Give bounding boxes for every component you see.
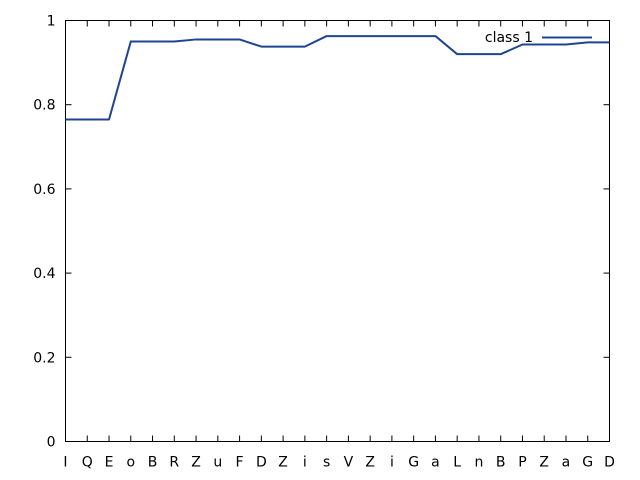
x-tick-label: a [562, 455, 571, 471]
y-tick-label: 0.8 [33, 98, 55, 114]
x-tick-label: V [344, 455, 354, 471]
legend-label-class-1: class 1 [485, 30, 533, 46]
x-tick-label: u [213, 455, 222, 471]
x-tick-label: a [431, 455, 440, 471]
x-tick-label: D [604, 455, 615, 471]
x-tick-label: i [303, 455, 307, 471]
x-tick-label: s [323, 455, 330, 471]
x-tick-label: D [256, 455, 267, 471]
x-tick-label: Z [539, 455, 549, 471]
x-tick-label: P [518, 455, 526, 471]
x-tick-label: B [148, 455, 158, 471]
series-line-class-1 [65, 35, 610, 121]
x-tick-label: B [496, 455, 506, 471]
x-tick-label: R [169, 455, 179, 471]
x-tick-label: F [236, 455, 244, 471]
x-tick-label: Z [278, 455, 288, 471]
series-group [65, 35, 610, 121]
y-tick-label: 0.4 [33, 266, 55, 282]
x-tick-label: G [582, 455, 593, 471]
legend: class 1 [485, 30, 592, 46]
x-tick-label: o [126, 455, 135, 471]
x-tick-label: i [390, 455, 394, 471]
x-tick-label: Z [365, 455, 375, 471]
x-tick-label: Q [82, 455, 93, 471]
x-tick-label: G [408, 455, 419, 471]
x-tick-label: n [475, 455, 484, 471]
x-tick-label: E [105, 455, 114, 471]
y-tick-label: 0.6 [33, 182, 55, 198]
y-tick-label: 0 [47, 435, 56, 451]
x-tick-label: Z [191, 455, 201, 471]
y-tick-label: 1 [47, 14, 56, 30]
x-tick-label: I [63, 455, 67, 471]
plot-frame [65, 20, 610, 442]
tick-marks [65, 20, 610, 442]
y-tick-labels: 0 0.2 0.4 0.6 0.8 1 [33, 14, 55, 451]
x-tick-label: L [453, 455, 461, 471]
y-tick-label: 0.2 [33, 350, 55, 366]
